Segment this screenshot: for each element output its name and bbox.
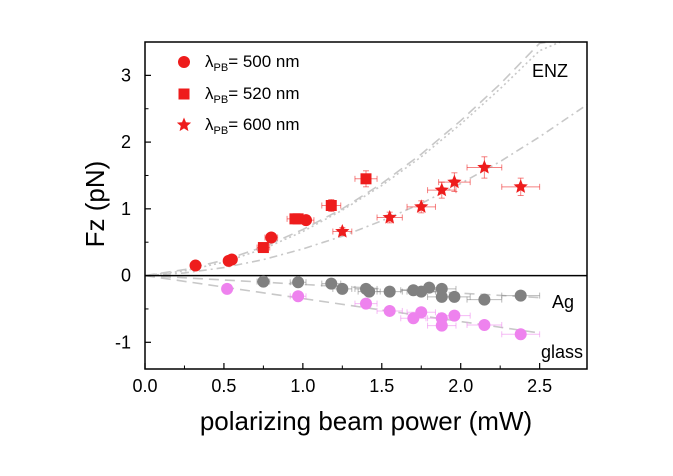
data-point-star: [434, 182, 449, 197]
x-tick-label: 2.5: [527, 376, 552, 396]
data-point-circle: [189, 259, 202, 272]
x-tick-label: 2.0: [448, 376, 473, 396]
fit-glass: [144, 274, 540, 334]
data-point-circle: [363, 285, 376, 298]
legend-label-600nm: λPB= 600 nm: [205, 115, 300, 137]
data-point-circle: [336, 282, 349, 295]
legend-marker-star: [176, 117, 192, 132]
data-point-circle: [325, 277, 338, 290]
legend-marker-star: [176, 117, 192, 132]
data-point-square: [360, 173, 372, 185]
x-tick-label: 0.0: [132, 376, 157, 396]
data-point-circle: [435, 290, 448, 303]
data-points: [189, 159, 528, 341]
plot-frame: [144, 41, 588, 370]
y-tick-label: 2: [121, 132, 131, 152]
y-tick-label: 1: [121, 199, 131, 219]
data-point-circle: [415, 306, 428, 319]
annotation-enz: ENZ: [532, 61, 568, 81]
x-tick-label: 1.5: [369, 376, 394, 396]
legend-marker-circle: [178, 56, 190, 68]
data-point-circle: [360, 297, 372, 310]
data-point-circle: [478, 293, 491, 306]
data-point-circle: [221, 282, 234, 295]
x-tick-label: 1.0: [290, 376, 315, 396]
data-point-star: [382, 210, 397, 224]
data-point-circle: [514, 328, 527, 341]
legend-label-500nm: λPB= 500 nm: [205, 52, 300, 74]
legend-marker-circle: [178, 56, 190, 68]
axis-ticks: 0.0 0.5 1.0 1.5 2.0 2.5 -1 0 1 2 3: [115, 41, 552, 396]
data-point-circle: [478, 318, 491, 331]
fit-520nm: [144, 41, 561, 277]
annotation-glass: glass: [541, 342, 583, 362]
data-point-circle: [225, 253, 238, 266]
y-axis-title: Fz (pN): [80, 161, 110, 248]
data-point-circle: [514, 289, 527, 302]
data-point-circle: [292, 276, 305, 289]
data-point-star: [447, 174, 462, 189]
annotation-ag: Ag: [552, 292, 574, 312]
data-point-star: [513, 179, 528, 193]
y-tick-label: 3: [121, 65, 131, 85]
data-point-star: [477, 159, 492, 174]
data-point-square: [292, 213, 304, 225]
y-tick-label: -1: [115, 332, 131, 352]
legend-marker-square: [178, 88, 190, 100]
x-axis-title: polarizing beam power (mW): [200, 406, 532, 436]
data-point-circle: [435, 319, 448, 332]
data-point-circle: [383, 285, 396, 298]
fit-600nm: [144, 104, 588, 277]
data-point-circle: [448, 309, 461, 322]
data-point-circle: [448, 290, 461, 303]
data-point-circle: [383, 304, 396, 317]
fit-500nm: [144, 41, 550, 277]
data-point-star: [414, 199, 429, 213]
data-point-circle: [265, 231, 278, 244]
y-tick-label: 0: [121, 266, 131, 286]
data-point-circle: [423, 281, 436, 294]
legend-label-520nm: λPB= 520 nm: [205, 84, 300, 106]
x-tick-label: 0.5: [211, 376, 236, 396]
legend: λPB= 500 nm λPB= 520 nm λPB= 600 nm: [176, 52, 300, 137]
data-point-circle: [257, 275, 270, 288]
data-point-star: [335, 224, 350, 238]
data-point-circle: [292, 290, 305, 303]
data-point-square: [257, 242, 269, 254]
data-point-square: [325, 200, 337, 211]
legend-marker-square: [178, 88, 190, 100]
